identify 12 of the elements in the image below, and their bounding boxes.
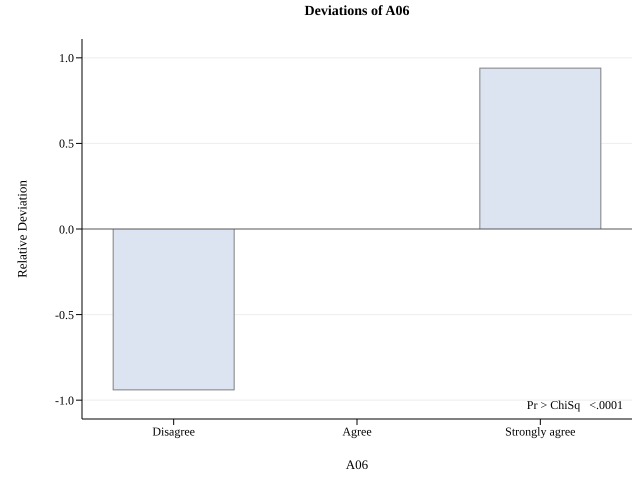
- y-tick-label: -0.5: [55, 308, 74, 322]
- annotation: Pr > ChiSq <.0001: [526, 398, 623, 413]
- x-tick-label: Disagree: [152, 424, 195, 439]
- y-tick-label: 0.0: [59, 222, 74, 236]
- x-axis-title: A06: [344, 457, 370, 473]
- y-tick-label: -1.0: [55, 393, 74, 408]
- y-tick-label: 0.5: [59, 136, 74, 151]
- y-tick-label: 1.0: [59, 51, 74, 66]
- x-tick-label: Agree: [342, 424, 372, 439]
- chart-title: Deviations of A06: [304, 4, 410, 20]
- x-tick-label: Strongly agree: [505, 424, 576, 439]
- y-axis-title: Relative Deviation: [14, 180, 30, 278]
